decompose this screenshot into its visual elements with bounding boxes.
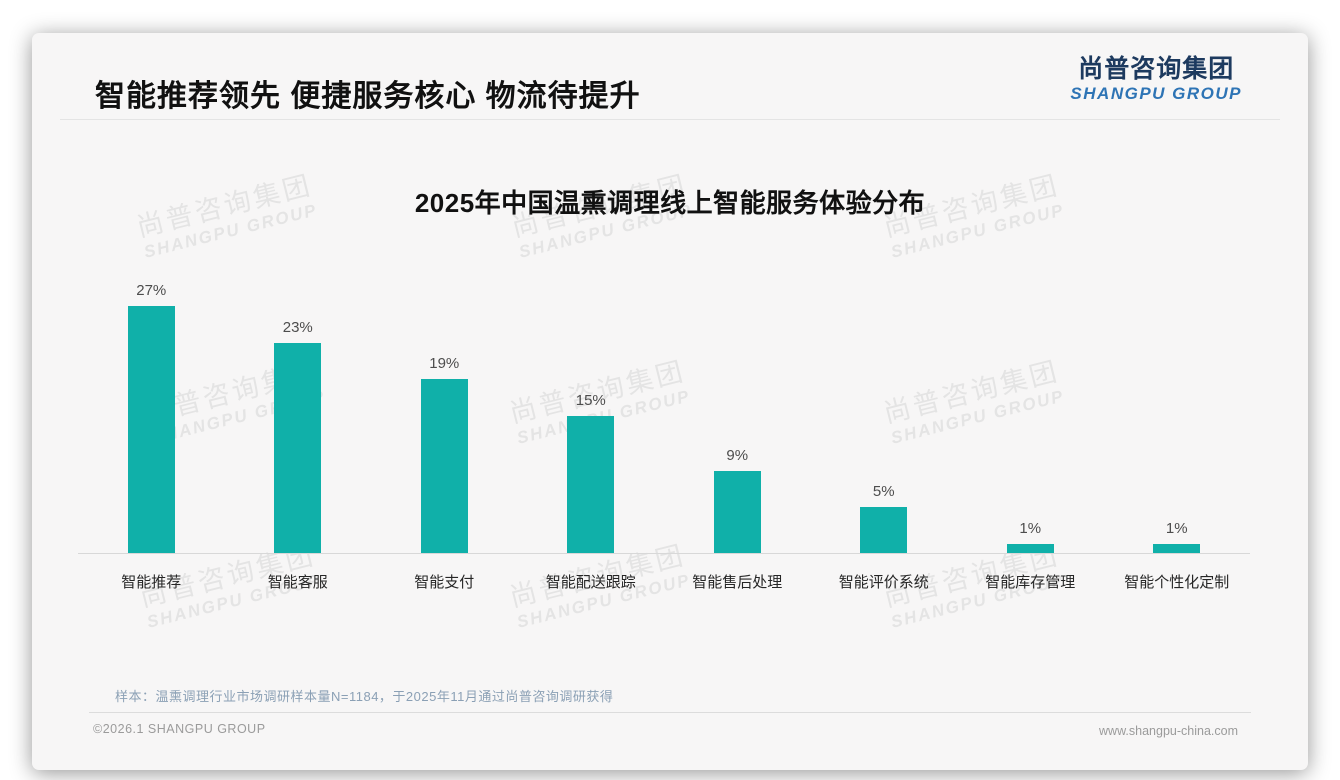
bar — [274, 342, 322, 553]
footer-divider — [89, 712, 1251, 713]
bar-column: 1% — [957, 520, 1104, 553]
bar-column: 1% — [1104, 520, 1251, 553]
chart-title: 2025年中国温熏调理线上智能服务体验分布 — [414, 188, 926, 218]
category-row: 智能推荐 智能客服 智能支付 智能配送跟踪 智能售后处理 智能评价系统 智能库存管理 智能个性… — [78, 571, 1250, 592]
page-title: 智能推荐领先 便捷服务核心 物流待提升 — [95, 80, 641, 113]
category-label: 智能售后处理 — [692, 574, 783, 591]
bar-value-label: 1% — [1165, 519, 1188, 537]
bar-column: 9% — [664, 447, 811, 553]
logo-english-name: SHANGPU GROUP — [1070, 83, 1242, 103]
bar-value-label: 1% — [1019, 519, 1042, 537]
bar-value-label: 5% — [872, 483, 895, 501]
website-url: www.shangpu-china.com — [1099, 724, 1238, 738]
bar-column: 5% — [811, 483, 958, 553]
bar — [127, 305, 175, 553]
bar — [713, 470, 761, 553]
logo-chinese-name: 尚普咨询集团 — [1078, 55, 1235, 83]
bar-value-label: 23% — [282, 318, 313, 336]
category-label: 智能推荐 — [121, 574, 182, 591]
slide-card: 尚普咨询集团 SHANGPU GROUP 尚普咨询集团 SHANGPU GROU… — [32, 33, 1308, 770]
category-label: 智能配送跟踪 — [545, 574, 636, 591]
bar — [1153, 543, 1201, 553]
bar-value-label: 9% — [726, 446, 749, 464]
category-label: 智能评价系统 — [838, 574, 929, 591]
bar — [860, 507, 908, 553]
bar-column: 19% — [371, 355, 518, 553]
category-label: 智能支付 — [414, 574, 475, 591]
bar — [420, 379, 468, 553]
category-label: 智能客服 — [267, 574, 328, 591]
bar-plot: 27% 23% 19% 15% 9% 5% 1% 1% — [78, 263, 1250, 553]
bar-column: 23% — [225, 319, 372, 553]
bar — [1006, 543, 1054, 553]
bar-value-label: 27% — [136, 281, 167, 299]
copyright-text: ©2026.1 SHANGPU GROUP — [93, 722, 266, 736]
bar-value-label: 19% — [429, 355, 460, 373]
category-label: 智能库存管理 — [985, 574, 1076, 591]
bar-column: 15% — [518, 392, 665, 553]
company-logo: 尚普咨询集团 SHANGPU GROUP — [1070, 55, 1242, 104]
bar-value-label: 15% — [575, 391, 606, 409]
bar — [567, 415, 615, 553]
x-axis-line — [78, 553, 1250, 554]
bar-column: 27% — [78, 282, 225, 553]
header-divider — [60, 119, 1280, 120]
sample-note: 样本：温熏调理行业市场调研样本量N=1184，于2025年11月通过尚普咨询调研… — [115, 689, 614, 704]
category-label: 智能个性化定制 — [1124, 574, 1230, 591]
